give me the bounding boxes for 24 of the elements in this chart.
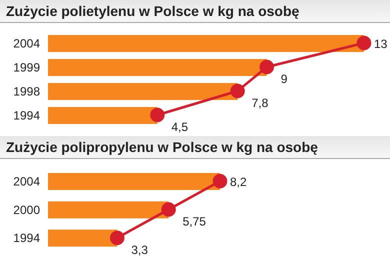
y-tick-label: 2000 <box>13 202 40 217</box>
y-tick-label: 2004 <box>13 174 40 188</box>
bar <box>48 59 267 76</box>
y-tick-label: 1994 <box>13 231 40 246</box>
data-label: 8,2 <box>230 175 248 190</box>
bar <box>48 107 158 124</box>
y-tick-label: 1998 <box>13 84 40 98</box>
point <box>356 36 372 50</box>
chart-title: Zużycie polietylenu w Polsce w kg na osobę <box>0 0 390 23</box>
y-tick-label: 1994 <box>13 108 40 122</box>
data-label: 5,75 <box>182 214 206 228</box>
data-label: 4,5 <box>171 120 188 134</box>
point <box>260 60 274 74</box>
data-label: 9 <box>280 72 288 86</box>
data-label: 7,8 <box>252 96 269 110</box>
chart-title: Zużycie polipropylenu w Polsce w kg na osobę <box>0 136 390 159</box>
bar <box>48 35 364 52</box>
data-label: 3,3 <box>131 242 148 257</box>
y-tick-label: 1999 <box>13 60 40 74</box>
bar <box>48 83 238 100</box>
point <box>150 108 165 122</box>
point <box>230 84 245 98</box>
data-label: 13 <box>374 37 388 51</box>
y-tick-label: 2004 <box>13 36 40 50</box>
